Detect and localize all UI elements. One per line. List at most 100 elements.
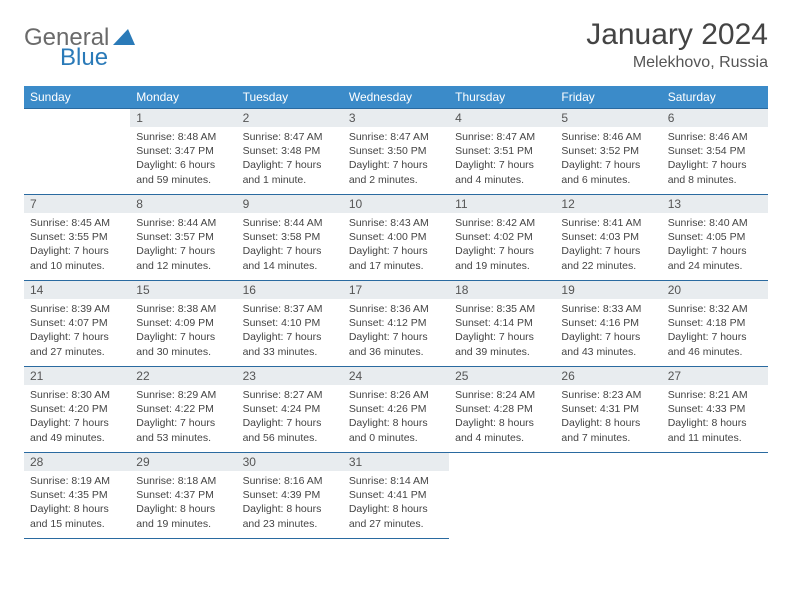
weekday-header: Monday	[130, 86, 236, 109]
day-number: 28	[24, 453, 130, 471]
sunrise-text: Sunrise: 8:39 AM	[30, 302, 124, 316]
day-details: Sunrise: 8:38 AMSunset: 4:09 PMDaylight:…	[130, 299, 236, 363]
sunset-text: Sunset: 4:28 PM	[455, 402, 549, 416]
day-details: Sunrise: 8:30 AMSunset: 4:20 PMDaylight:…	[24, 385, 130, 449]
daylight-text: Daylight: 7 hours and 10 minutes.	[30, 244, 124, 272]
sunrise-text: Sunrise: 8:42 AM	[455, 216, 549, 230]
calendar-day-cell: 28Sunrise: 8:19 AMSunset: 4:35 PMDayligh…	[24, 453, 130, 539]
day-number: 14	[24, 281, 130, 299]
sunset-text: Sunset: 4:03 PM	[561, 230, 655, 244]
sunrise-text: Sunrise: 8:41 AM	[561, 216, 655, 230]
day-number: 21	[24, 367, 130, 385]
sunset-text: Sunset: 4:14 PM	[455, 316, 549, 330]
day-details: Sunrise: 8:39 AMSunset: 4:07 PMDaylight:…	[24, 299, 130, 363]
sunset-text: Sunset: 3:57 PM	[136, 230, 230, 244]
calendar-day-cell: 25Sunrise: 8:24 AMSunset: 4:28 PMDayligh…	[449, 367, 555, 453]
day-details: Sunrise: 8:46 AMSunset: 3:52 PMDaylight:…	[555, 127, 661, 191]
sunrise-text: Sunrise: 8:40 AM	[668, 216, 762, 230]
calendar-day-cell: 24Sunrise: 8:26 AMSunset: 4:26 PMDayligh…	[343, 367, 449, 453]
sunset-text: Sunset: 4:18 PM	[668, 316, 762, 330]
calendar-day-cell: 29Sunrise: 8:18 AMSunset: 4:37 PMDayligh…	[130, 453, 236, 539]
day-number: 1	[130, 109, 236, 127]
calendar-day-cell: 8Sunrise: 8:44 AMSunset: 3:57 PMDaylight…	[130, 195, 236, 281]
weekday-header: Saturday	[662, 86, 768, 109]
sunrise-text: Sunrise: 8:37 AM	[243, 302, 337, 316]
title-block: January 2024 Melekhovo, Russia	[586, 18, 768, 72]
day-details: Sunrise: 8:40 AMSunset: 4:05 PMDaylight:…	[662, 213, 768, 277]
day-number: 26	[555, 367, 661, 385]
sunrise-text: Sunrise: 8:21 AM	[668, 388, 762, 402]
weekday-header: Tuesday	[237, 86, 343, 109]
day-number: 5	[555, 109, 661, 127]
day-details: Sunrise: 8:41 AMSunset: 4:03 PMDaylight:…	[555, 213, 661, 277]
sunset-text: Sunset: 4:26 PM	[349, 402, 443, 416]
day-details: Sunrise: 8:47 AMSunset: 3:50 PMDaylight:…	[343, 127, 449, 191]
logo-triangle-icon	[113, 24, 135, 52]
day-number: 22	[130, 367, 236, 385]
daylight-text: Daylight: 8 hours and 4 minutes.	[455, 416, 549, 444]
day-number: 18	[449, 281, 555, 299]
sunrise-text: Sunrise: 8:33 AM	[561, 302, 655, 316]
day-details: Sunrise: 8:43 AMSunset: 4:00 PMDaylight:…	[343, 213, 449, 277]
daylight-text: Daylight: 8 hours and 15 minutes.	[30, 502, 124, 530]
sunset-text: Sunset: 3:55 PM	[30, 230, 124, 244]
month-title: January 2024	[586, 18, 768, 52]
daylight-text: Daylight: 7 hours and 1 minute.	[243, 158, 337, 186]
sunrise-text: Sunrise: 8:38 AM	[136, 302, 230, 316]
calendar-day-cell: 16Sunrise: 8:37 AMSunset: 4:10 PMDayligh…	[237, 281, 343, 367]
calendar-day-cell: 15Sunrise: 8:38 AMSunset: 4:09 PMDayligh…	[130, 281, 236, 367]
location: Melekhovo, Russia	[586, 54, 768, 72]
day-details: Sunrise: 8:21 AMSunset: 4:33 PMDaylight:…	[662, 385, 768, 449]
calendar-body: 1Sunrise: 8:48 AMSunset: 3:47 PMDaylight…	[24, 109, 768, 539]
sunset-text: Sunset: 4:24 PM	[243, 402, 337, 416]
day-details: Sunrise: 8:42 AMSunset: 4:02 PMDaylight:…	[449, 213, 555, 277]
sunrise-text: Sunrise: 8:35 AM	[455, 302, 549, 316]
sunrise-text: Sunrise: 8:47 AM	[243, 130, 337, 144]
calendar-day-cell: 18Sunrise: 8:35 AMSunset: 4:14 PMDayligh…	[449, 281, 555, 367]
day-details: Sunrise: 8:24 AMSunset: 4:28 PMDaylight:…	[449, 385, 555, 449]
sunrise-text: Sunrise: 8:18 AM	[136, 474, 230, 488]
calendar-table: SundayMondayTuesdayWednesdayThursdayFrid…	[24, 86, 768, 539]
day-number: 25	[449, 367, 555, 385]
sunset-text: Sunset: 3:48 PM	[243, 144, 337, 158]
daylight-text: Daylight: 8 hours and 23 minutes.	[243, 502, 337, 530]
daylight-text: Daylight: 7 hours and 33 minutes.	[243, 330, 337, 358]
daylight-text: Daylight: 7 hours and 2 minutes.	[349, 158, 443, 186]
sunset-text: Sunset: 4:00 PM	[349, 230, 443, 244]
day-number: 15	[130, 281, 236, 299]
daylight-text: Daylight: 8 hours and 19 minutes.	[136, 502, 230, 530]
sunset-text: Sunset: 4:10 PM	[243, 316, 337, 330]
calendar-day-cell: 26Sunrise: 8:23 AMSunset: 4:31 PMDayligh…	[555, 367, 661, 453]
calendar-week-row: 21Sunrise: 8:30 AMSunset: 4:20 PMDayligh…	[24, 367, 768, 453]
day-number: 31	[343, 453, 449, 471]
daylight-text: Daylight: 7 hours and 36 minutes.	[349, 330, 443, 358]
daylight-text: Daylight: 8 hours and 27 minutes.	[349, 502, 443, 530]
sunrise-text: Sunrise: 8:36 AM	[349, 302, 443, 316]
sunrise-text: Sunrise: 8:44 AM	[136, 216, 230, 230]
sunset-text: Sunset: 4:07 PM	[30, 316, 124, 330]
day-details: Sunrise: 8:35 AMSunset: 4:14 PMDaylight:…	[449, 299, 555, 363]
daylight-text: Daylight: 7 hours and 4 minutes.	[455, 158, 549, 186]
day-number: 11	[449, 195, 555, 213]
day-details: Sunrise: 8:29 AMSunset: 4:22 PMDaylight:…	[130, 385, 236, 449]
sunset-text: Sunset: 4:35 PM	[30, 488, 124, 502]
daylight-text: Daylight: 7 hours and 39 minutes.	[455, 330, 549, 358]
sunset-text: Sunset: 4:33 PM	[668, 402, 762, 416]
day-number: 10	[343, 195, 449, 213]
sunrise-text: Sunrise: 8:44 AM	[243, 216, 337, 230]
calendar-day-cell: 3Sunrise: 8:47 AMSunset: 3:50 PMDaylight…	[343, 109, 449, 195]
daylight-text: Daylight: 8 hours and 7 minutes.	[561, 416, 655, 444]
sunset-text: Sunset: 4:02 PM	[455, 230, 549, 244]
daylight-text: Daylight: 7 hours and 19 minutes.	[455, 244, 549, 272]
day-details: Sunrise: 8:33 AMSunset: 4:16 PMDaylight:…	[555, 299, 661, 363]
day-details: Sunrise: 8:16 AMSunset: 4:39 PMDaylight:…	[237, 471, 343, 535]
calendar-head: SundayMondayTuesdayWednesdayThursdayFrid…	[24, 86, 768, 109]
sunrise-text: Sunrise: 8:48 AM	[136, 130, 230, 144]
daylight-text: Daylight: 7 hours and 6 minutes.	[561, 158, 655, 186]
day-number: 8	[130, 195, 236, 213]
daylight-text: Daylight: 8 hours and 11 minutes.	[668, 416, 762, 444]
sunrise-text: Sunrise: 8:47 AM	[349, 130, 443, 144]
sunrise-text: Sunrise: 8:26 AM	[349, 388, 443, 402]
sunset-text: Sunset: 3:54 PM	[668, 144, 762, 158]
daylight-text: Daylight: 7 hours and 43 minutes.	[561, 330, 655, 358]
